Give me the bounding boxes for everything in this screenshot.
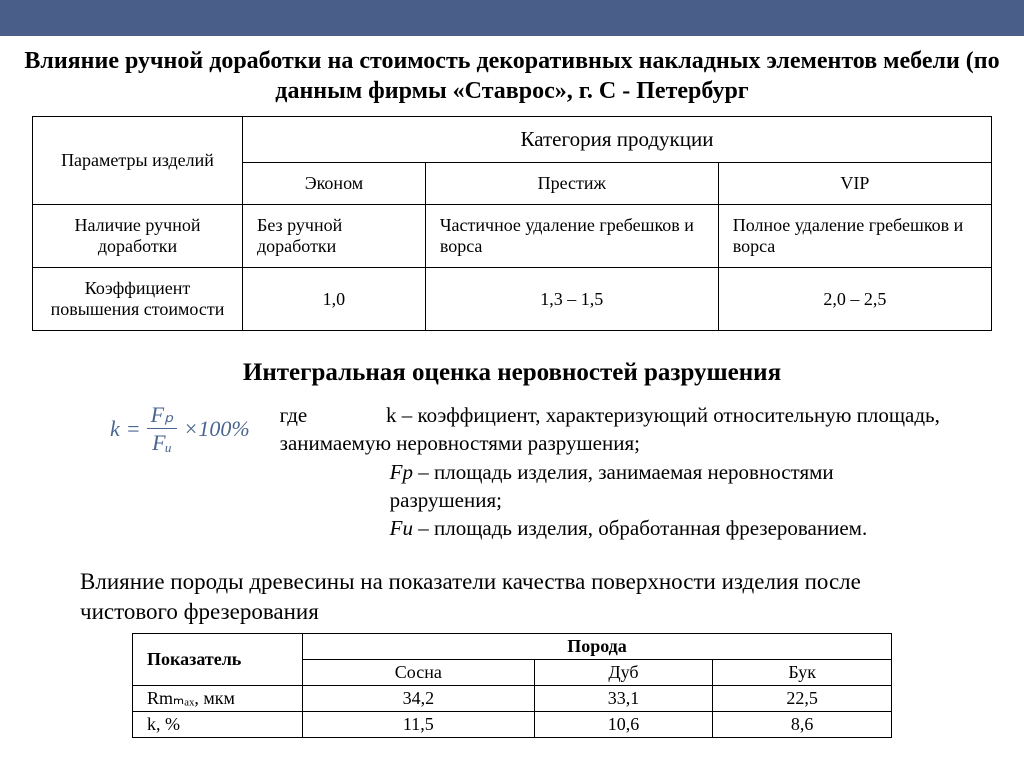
- species-col-1: Дуб: [534, 659, 713, 685]
- table-row: Коэффициент повышения стоимости 1,0 1,3 …: [33, 268, 992, 331]
- denominator: Fᵤ: [148, 429, 176, 454]
- category-col-2: VIP: [718, 163, 991, 205]
- row-label: Rmₘₐₓ, мкм: [133, 685, 303, 711]
- subtitle: Интегральная оценка неровностей разрушен…: [20, 359, 1004, 387]
- row-label: Наличие ручной доработки: [33, 205, 243, 268]
- table-row: Rmₘₐₓ, мкм 34,2 33,1 22,5: [133, 685, 892, 711]
- fraction: Fₚ Fᵤ: [147, 403, 178, 454]
- species-col-2: Бук: [713, 659, 892, 685]
- param-header-cell: Параметры изделий: [33, 117, 243, 205]
- formula-row: k = Fₚ Fᵤ ×100% где k – коэффициент, хар…: [20, 401, 1004, 543]
- row-cell: 10,6: [534, 711, 713, 737]
- row-cell: 8,6: [713, 711, 892, 737]
- row-cell: Без ручной доработки: [243, 205, 426, 268]
- formula-definitions: где k – коэффициент, характеризующий отн…: [280, 401, 944, 543]
- def-fp-desc: – площадь изделия, занимаемая неровностя…: [390, 460, 834, 512]
- indicator-header: Показатель: [133, 633, 303, 685]
- formula-lhs: k: [110, 418, 120, 440]
- table-row: Наличие ручной доработки Без ручной дора…: [33, 205, 992, 268]
- formula: k = Fₚ Fᵤ ×100%: [110, 401, 250, 454]
- equals-sign: =: [126, 418, 141, 440]
- numerator: Fₚ: [147, 403, 178, 429]
- species-col-0: Сосна: [303, 659, 535, 685]
- def-fp-label: Fр: [390, 460, 413, 484]
- paragraph: Влияние породы древесины на показатели к…: [20, 567, 1004, 627]
- category-col-1: Престиж: [425, 163, 718, 205]
- row-cell: 2,0 – 2,5: [718, 268, 991, 331]
- species-table: Показатель Порода Сосна Дуб Бук Rmₘₐₓ, м…: [132, 633, 892, 738]
- formula-tail: ×100%: [183, 418, 249, 440]
- category-col-0: Эконом: [243, 163, 426, 205]
- category-table: Параметры изделий Категория продукции Эк…: [32, 116, 992, 331]
- def-fu-desc: – площадь изделия, обработанная фрезеров…: [413, 516, 867, 540]
- slide-content: Влияние ручной доработки на стоимость де…: [0, 36, 1024, 738]
- top-bar: [0, 0, 1024, 36]
- row-cell: 22,5: [713, 685, 892, 711]
- def-lead: где: [280, 403, 308, 427]
- category-header-cell: Категория продукции: [243, 117, 992, 163]
- row-cell: Частичное удаление гребешков и ворса: [425, 205, 718, 268]
- row-label: Коэффициент повышения стоимости: [33, 268, 243, 331]
- row-cell: 11,5: [303, 711, 535, 737]
- row-cell: 34,2: [303, 685, 535, 711]
- species-header: Порода: [303, 633, 892, 659]
- row-cell: 1,0: [243, 268, 426, 331]
- table-row: k, % 11,5 10,6 8,6: [133, 711, 892, 737]
- row-cell: Полное удаление гребешков и ворса: [718, 205, 991, 268]
- def-fu-label: Fu: [390, 516, 413, 540]
- page-title: Влияние ручной доработки на стоимость де…: [20, 46, 1004, 106]
- row-cell: 1,3 – 1,5: [425, 268, 718, 331]
- def-k-line: k – коэффициент, характеризующий относит…: [280, 403, 940, 455]
- row-cell: 33,1: [534, 685, 713, 711]
- row-label: k, %: [133, 711, 303, 737]
